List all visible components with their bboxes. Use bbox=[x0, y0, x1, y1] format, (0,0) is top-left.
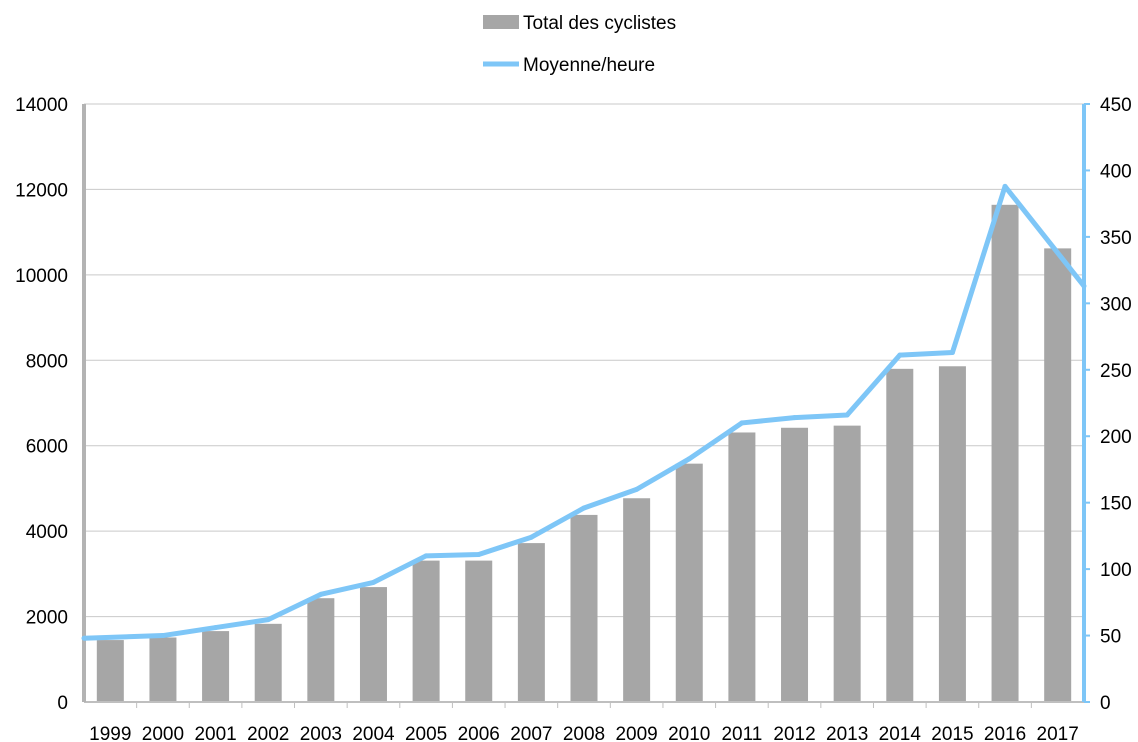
line-point-2014 bbox=[897, 352, 903, 358]
line-point-2000 bbox=[160, 633, 166, 639]
bar-2001 bbox=[202, 631, 230, 702]
left-axis-tick-label: 6000 bbox=[26, 437, 68, 458]
bar-2005 bbox=[412, 560, 440, 702]
left-axis-tick-label: 2000 bbox=[26, 608, 68, 629]
axes bbox=[82, 103, 1090, 708]
right-axis-ticks: 0 50 100 150 200 250 300 350 400 450 bbox=[1100, 95, 1132, 714]
line-point-2007 bbox=[528, 534, 534, 540]
right-axis-tick-label: 150 bbox=[1100, 494, 1132, 515]
line-point-2017 bbox=[1081, 283, 1087, 289]
line-point-2006 bbox=[476, 551, 482, 557]
line-point-2016 bbox=[1002, 183, 1008, 189]
line-point-2002 bbox=[265, 617, 271, 623]
right-axis-tick-label: 300 bbox=[1100, 294, 1132, 315]
x-axis-tick-label: 2011 bbox=[721, 724, 762, 742]
left-axis-tick-label: 12000 bbox=[15, 180, 68, 201]
bar-2016 bbox=[991, 204, 1019, 702]
bar-2013 bbox=[833, 425, 861, 702]
line-point-2001 bbox=[213, 625, 219, 631]
bar-2010 bbox=[675, 463, 703, 702]
right-axis-tick-label: 50 bbox=[1100, 627, 1121, 648]
legend-label-total-cyclistes: Total des cyclistes bbox=[523, 13, 676, 34]
right-axis-tick-label: 250 bbox=[1100, 361, 1132, 382]
left-axis-tick-label: 0 bbox=[57, 693, 68, 714]
bar-2012 bbox=[781, 427, 809, 702]
bars bbox=[96, 204, 1072, 703]
line-point-2003 bbox=[318, 591, 324, 597]
line-point-2004 bbox=[370, 579, 376, 585]
x-axis-tick-label: 2014 bbox=[879, 724, 922, 742]
x-axis-tick-label: 2009 bbox=[615, 724, 657, 742]
line-point-2013 bbox=[844, 412, 850, 418]
bar-1999 bbox=[96, 640, 124, 702]
bar-2011 bbox=[728, 432, 756, 702]
legend-swatch-total-cyclistes bbox=[483, 15, 519, 29]
right-axis-tick-label: 0 bbox=[1100, 693, 1111, 714]
left-axis-tick-label: 14000 bbox=[15, 95, 68, 116]
x-axis-tick-label: 2001 bbox=[194, 724, 236, 742]
left-axis-tick-label: 10000 bbox=[15, 266, 68, 287]
x-axis-tick-label: 2005 bbox=[405, 724, 447, 742]
legend: Total des cyclistes Moyenne/heure bbox=[483, 13, 676, 76]
line-point-2008 bbox=[581, 505, 587, 511]
x-axis-tick-label: 2013 bbox=[826, 724, 868, 742]
right-axis-tick-label: 400 bbox=[1100, 161, 1132, 182]
x-axis-tick-label: 2006 bbox=[458, 724, 500, 742]
left-axis-tick-label: 4000 bbox=[26, 522, 68, 543]
x-axis-ticks: 1999 2000 2001 2002 2003 2004 2005 2006 2007 2008… bbox=[89, 724, 1079, 742]
x-axis-tick-label: 2016 bbox=[984, 724, 1026, 742]
x-axis-tick-label: 2004 bbox=[352, 724, 395, 742]
legend-label-moyenne-heure: Moyenne/heure bbox=[523, 55, 655, 76]
x-axis-tick-label: 2000 bbox=[142, 724, 184, 742]
x-axis-tick-label: 2008 bbox=[563, 724, 605, 742]
line-series bbox=[81, 183, 1087, 641]
x-axis-tick-label: 2017 bbox=[1037, 724, 1079, 742]
left-axis-ticks: 0 2000 4000 6000 8000 10000 12000 14000 bbox=[15, 95, 68, 714]
bar-2004 bbox=[359, 587, 387, 702]
line-point-1999 bbox=[81, 635, 87, 641]
line-point-2009 bbox=[634, 486, 640, 492]
bar-2003 bbox=[307, 598, 335, 702]
bar-2008 bbox=[570, 514, 598, 702]
line-point-2015 bbox=[949, 350, 955, 356]
x-axis-tick-label: 2002 bbox=[247, 724, 289, 742]
bar-2009 bbox=[623, 498, 651, 702]
bar-2007 bbox=[517, 543, 545, 702]
line-point-2005 bbox=[423, 553, 429, 559]
bar-2002 bbox=[254, 623, 282, 702]
bar-2006 bbox=[465, 560, 493, 702]
right-axis-tick-label: 100 bbox=[1100, 560, 1132, 581]
bar-2017 bbox=[1044, 248, 1072, 703]
x-axis-tick-label: 2010 bbox=[668, 724, 710, 742]
left-axis-tick-label: 8000 bbox=[26, 351, 68, 372]
x-axis-tick-label: 2007 bbox=[510, 724, 552, 742]
right-axis-tick-label: 200 bbox=[1100, 427, 1132, 448]
line-point-2010 bbox=[686, 456, 692, 462]
line-point-2011 bbox=[739, 420, 745, 426]
x-axis-tick-label: 1999 bbox=[89, 724, 131, 742]
right-axis-tick-label: 350 bbox=[1100, 228, 1132, 249]
bar-2000 bbox=[149, 637, 177, 702]
line-point-2012 bbox=[792, 415, 798, 421]
bar-2014 bbox=[886, 368, 914, 702]
x-axis-tick-label: 2003 bbox=[300, 724, 342, 742]
bar-2015 bbox=[938, 366, 966, 702]
x-axis-tick-label: 2015 bbox=[931, 724, 973, 742]
right-axis-tick-label: 450 bbox=[1100, 95, 1132, 116]
x-axis-tick-label: 2012 bbox=[773, 724, 815, 742]
